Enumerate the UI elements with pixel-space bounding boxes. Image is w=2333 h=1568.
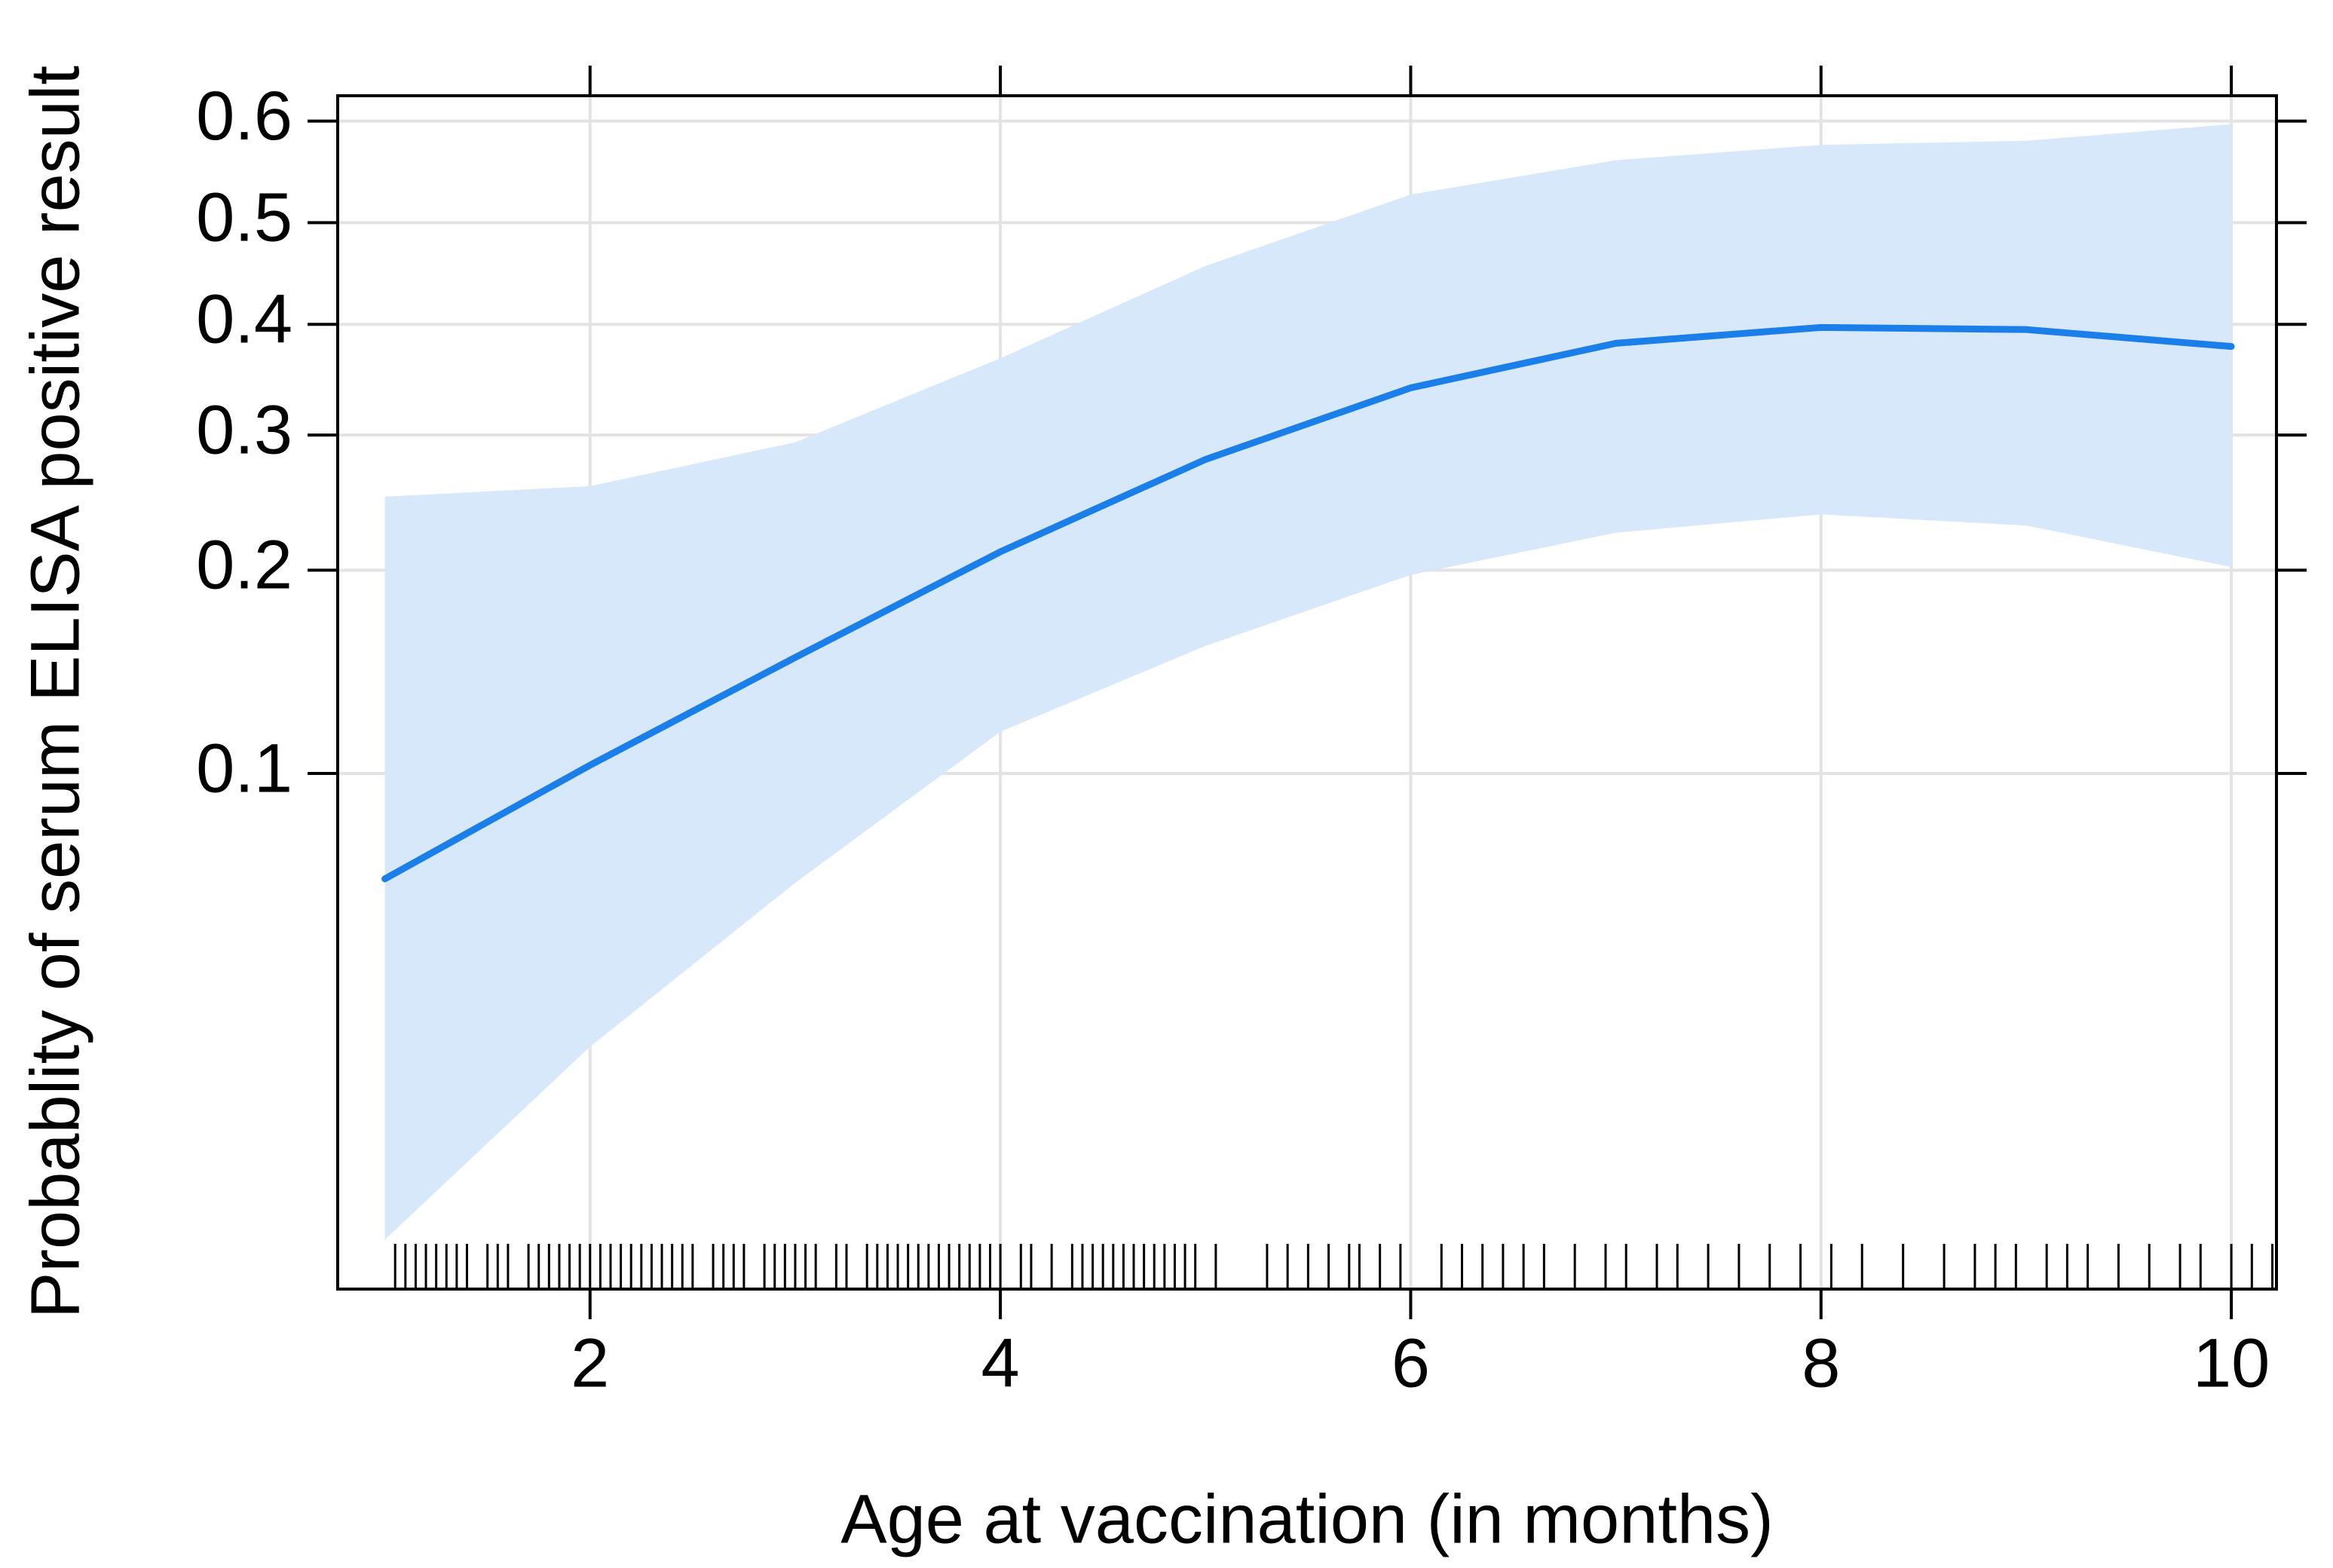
x-tick-label: 10 xyxy=(2193,1325,2270,1401)
y-tick-label: 0.3 xyxy=(196,391,292,468)
x-tick-label: 6 xyxy=(1392,1325,1430,1401)
x-axis-title: Age at vaccination (in months) xyxy=(840,1481,1774,1557)
y-tick-label: 0.2 xyxy=(196,527,292,604)
y-axis-title: Probablity of serum ELISA positive resul… xyxy=(17,66,93,1318)
plot-frame xyxy=(336,94,2278,1291)
y-tick-label: 0.1 xyxy=(196,730,292,807)
x-tick-label: 4 xyxy=(981,1325,1020,1401)
y-tick-label: 0.5 xyxy=(196,179,292,256)
x-tick-label: 8 xyxy=(1802,1325,1840,1401)
confidence-band xyxy=(384,124,2232,1240)
y-tick-label: 0.4 xyxy=(196,281,292,358)
y-tick-label: 0.6 xyxy=(196,78,292,155)
fit-line xyxy=(381,323,2235,883)
x-tick-label: 2 xyxy=(571,1325,609,1401)
